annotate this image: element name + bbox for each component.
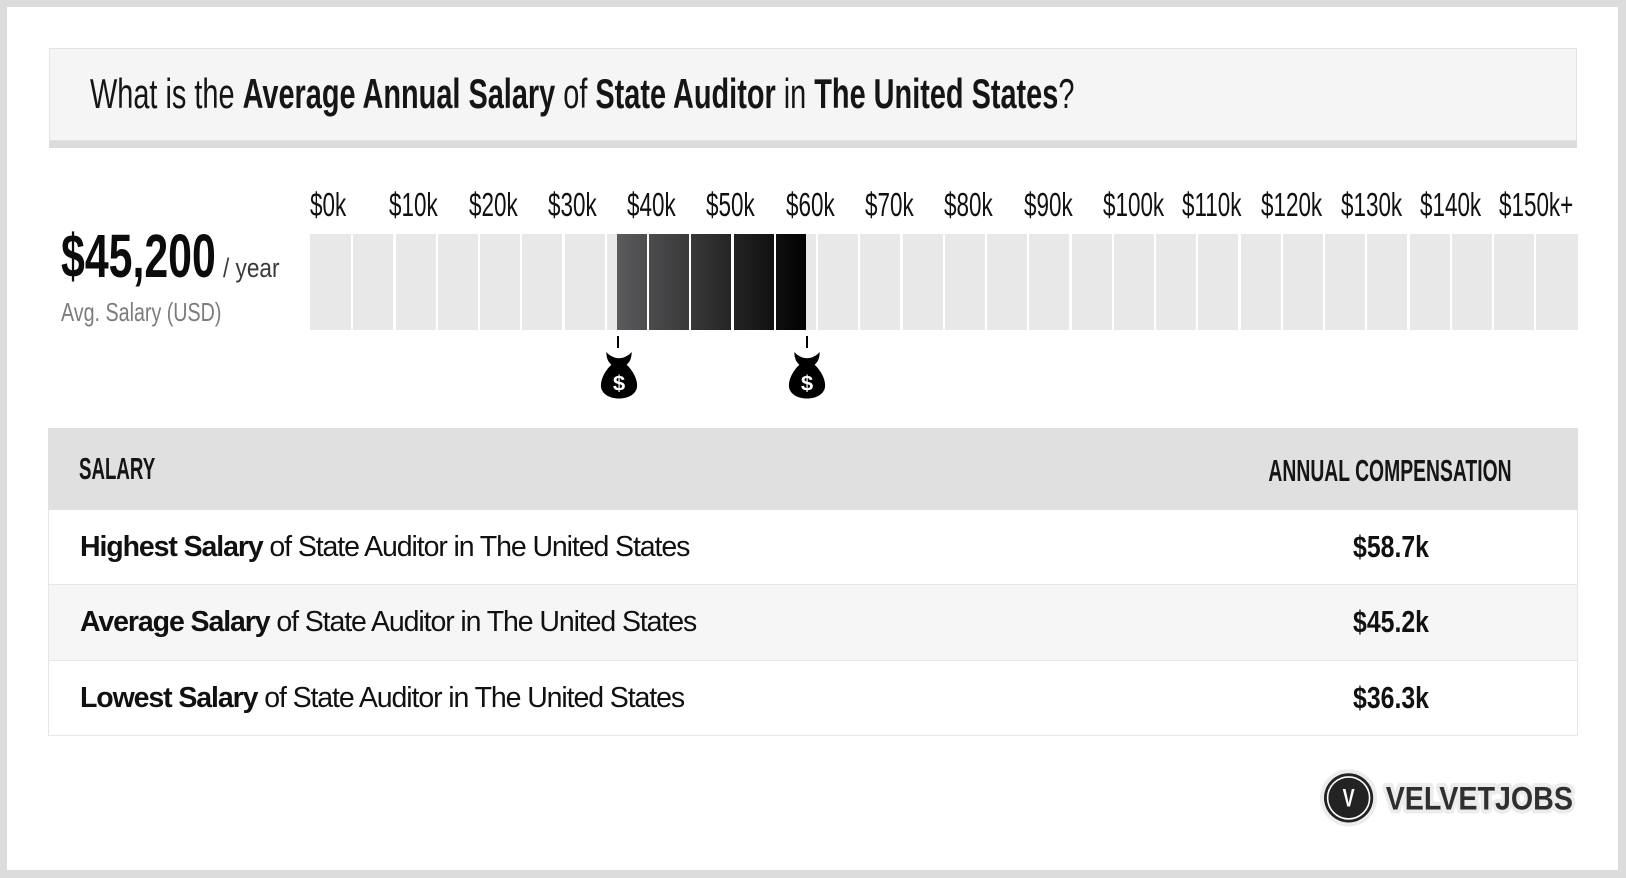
svg-text:$: $ bbox=[612, 371, 624, 396]
svg-text:V: V bbox=[1343, 784, 1355, 813]
svg-text:VELVETJOBS: VELVETJOBS bbox=[1386, 782, 1573, 817]
svg-text:$: $ bbox=[801, 371, 813, 396]
